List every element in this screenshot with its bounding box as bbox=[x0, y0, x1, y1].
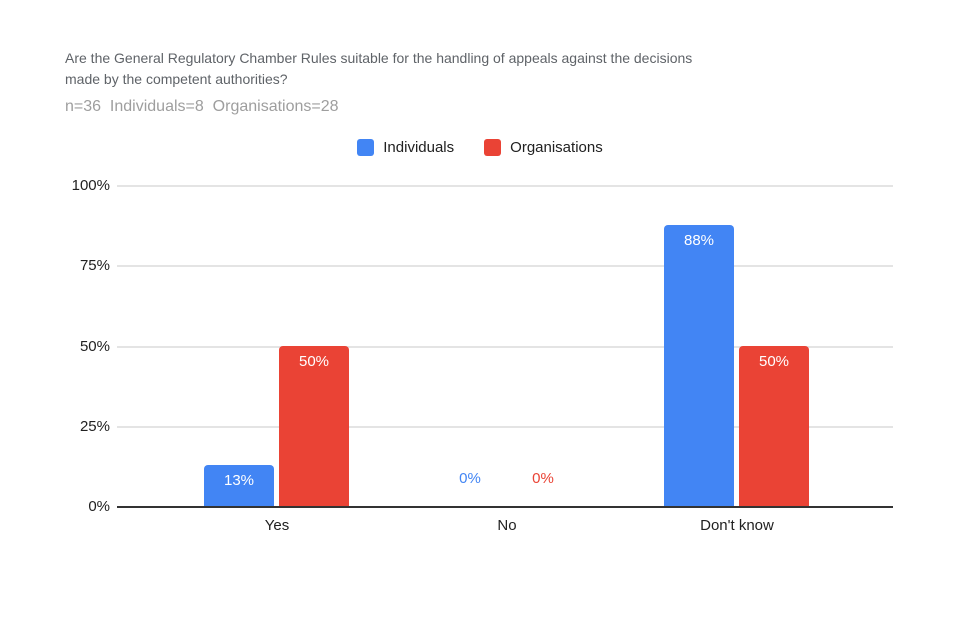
zero-value-label-individuals-no: 0% bbox=[459, 470, 481, 487]
bar-organisations-yes: 50% bbox=[279, 346, 349, 507]
x-tick-label-don-t-know: Don't know bbox=[700, 517, 774, 534]
bar-organisations-don-t-know: 50% bbox=[739, 346, 809, 507]
bar-individuals-yes: 13% bbox=[204, 465, 274, 507]
gridline-75 bbox=[117, 265, 893, 267]
chart-title-line-2: made by the competent authorities? bbox=[65, 71, 288, 87]
legend-item-individuals: Individuals bbox=[357, 139, 454, 156]
bar-value-label: 88% bbox=[683, 232, 715, 249]
chart-title-line-1: Are the General Regulatory Chamber Rules… bbox=[65, 50, 693, 66]
legend-swatch-organisations bbox=[484, 139, 502, 156]
gridline-50 bbox=[117, 346, 893, 348]
x-axis-line bbox=[117, 506, 893, 508]
y-tick-label-100: 100% bbox=[71, 177, 110, 194]
gridline-100 bbox=[117, 185, 893, 187]
bar-value-label: 50% bbox=[758, 353, 790, 370]
y-tick-label-25: 25% bbox=[79, 418, 110, 435]
chart-legend: Individuals Organisations bbox=[0, 139, 960, 156]
chart-subtitle: n=36 Individuals=8 Organisations=28 bbox=[65, 98, 339, 115]
legend-label: Organisations bbox=[510, 139, 603, 156]
x-tick-label-yes: Yes bbox=[264, 517, 290, 534]
bar-individuals-don-t-know: 88% bbox=[664, 225, 734, 507]
bar-value-label: 50% bbox=[298, 353, 330, 370]
y-tick-label-50: 50% bbox=[79, 338, 110, 355]
y-tick-label-75: 75% bbox=[79, 257, 110, 274]
legend-swatch-individuals bbox=[357, 139, 375, 156]
chart-title: Are the General Regulatory Chamber Rules… bbox=[65, 48, 692, 90]
bar-value-label: 13% bbox=[223, 472, 255, 489]
y-tick-label-0: 0% bbox=[88, 498, 110, 515]
legend-item-organisations: Organisations bbox=[484, 139, 603, 156]
legend-label: Individuals bbox=[383, 139, 455, 156]
x-tick-label-no: No bbox=[497, 517, 517, 534]
zero-value-label-organisations-no: 0% bbox=[532, 470, 554, 487]
gridline-25 bbox=[117, 426, 893, 428]
